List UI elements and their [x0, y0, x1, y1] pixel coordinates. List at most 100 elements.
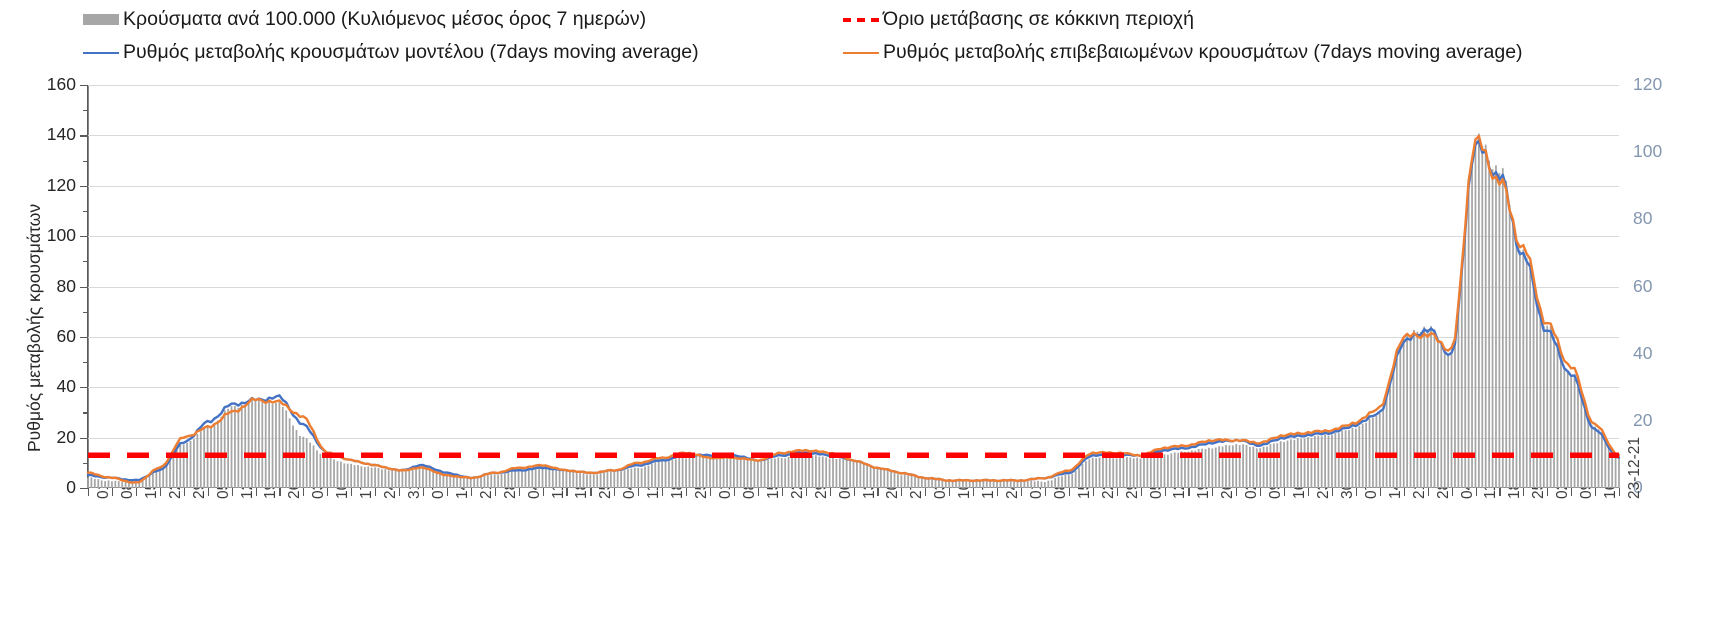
bar — [893, 472, 896, 488]
bar — [579, 473, 581, 488]
legend-item-confirmed[interactable]: Ρυθμός μεταβολής επιβεβαιωμένων κρουσμάτ… — [843, 42, 1523, 63]
bar — [1382, 410, 1385, 488]
x-axis-tick — [159, 488, 161, 496]
bar — [336, 461, 339, 488]
bar — [992, 481, 995, 488]
x-axis-tick — [805, 488, 807, 496]
bar — [712, 455, 715, 488]
bar — [1457, 307, 1460, 488]
bar — [838, 458, 841, 488]
bar — [903, 474, 906, 488]
bar — [1392, 369, 1395, 488]
bar — [329, 457, 332, 488]
bar — [1194, 450, 1197, 488]
bar — [145, 477, 147, 488]
bar — [1597, 429, 1600, 488]
bar — [1354, 428, 1357, 488]
bar — [917, 477, 920, 488]
bar — [1009, 480, 1012, 488]
bar — [856, 462, 858, 488]
bar — [606, 471, 609, 488]
bar — [572, 471, 575, 488]
bar — [340, 461, 342, 488]
y-axis-left-tick — [80, 85, 88, 87]
bar — [312, 445, 315, 488]
legend-item-threshold[interactable]: Όριο μετάβασης σε κόκκινη περιοχή — [843, 9, 1194, 30]
bar — [193, 438, 195, 488]
x-axis-tick — [279, 488, 281, 496]
legend-label-model: Ρυθμός μεταβολής κρουσμάτων μοντέλου (7d… — [123, 41, 699, 63]
bar — [630, 468, 633, 488]
x-axis-tick — [1475, 488, 1477, 496]
bar — [821, 456, 824, 488]
bar — [1618, 457, 1620, 488]
bar — [1245, 444, 1248, 488]
bar — [1197, 448, 1200, 488]
bar — [1365, 422, 1367, 488]
x-axis-tick — [399, 488, 401, 496]
bar — [825, 457, 828, 488]
bar — [1607, 446, 1610, 488]
bar — [493, 474, 496, 488]
bar — [982, 480, 985, 488]
bar — [545, 467, 547, 488]
bar — [709, 454, 711, 488]
bar — [1149, 456, 1152, 488]
bar — [644, 466, 646, 488]
x-axis-tick — [422, 488, 425, 496]
bar — [1218, 446, 1221, 488]
bar — [281, 406, 284, 488]
y-axis-left-tick — [80, 185, 88, 187]
x-axis-tick — [1021, 488, 1023, 496]
bar — [859, 462, 862, 488]
y-axis-left-tick — [80, 437, 88, 439]
x-axis-tick — [111, 488, 114, 496]
bar — [480, 477, 482, 488]
bar — [698, 455, 701, 488]
bar — [408, 470, 411, 488]
bar — [93, 479, 96, 488]
bar — [1026, 481, 1029, 488]
bar — [363, 466, 366, 488]
x-axis-tick — [351, 488, 353, 496]
bar — [343, 463, 346, 488]
bar — [1515, 241, 1518, 488]
bar — [298, 435, 301, 488]
bar — [668, 461, 670, 488]
y-axis-left-tick — [80, 286, 88, 288]
bar — [404, 470, 407, 488]
bar — [886, 469, 889, 488]
bar — [1481, 146, 1484, 488]
bar — [1054, 478, 1057, 488]
bar — [1313, 436, 1316, 488]
bar — [1474, 137, 1477, 488]
legend-item-bars[interactable]: Κρούσματα ανά 100.000 (Κυλιόμενος μέσος … — [83, 9, 646, 30]
bar — [808, 455, 810, 488]
x-axis-tick — [1427, 488, 1429, 496]
bar — [271, 404, 274, 488]
x-axis-tick — [1619, 488, 1621, 496]
x-axis-tick — [303, 488, 305, 496]
bar — [1460, 267, 1463, 488]
bar — [958, 480, 961, 488]
bar — [1563, 366, 1566, 488]
x-axis-tick — [1308, 488, 1310, 496]
bar — [767, 459, 769, 488]
bar — [760, 460, 763, 488]
x-axis-tick — [1331, 488, 1334, 496]
bar — [1344, 430, 1347, 488]
bar — [350, 463, 353, 488]
bar — [702, 455, 705, 488]
bar — [562, 470, 564, 488]
bar — [1170, 453, 1173, 488]
bar — [504, 473, 506, 488]
bar — [1488, 160, 1491, 488]
bar — [162, 469, 165, 488]
bar — [961, 481, 964, 488]
bar — [1447, 354, 1450, 488]
bar — [1259, 448, 1262, 488]
legend-item-model[interactable]: Ρυθμός μεταβολής κρουσμάτων μοντέλου (7d… — [83, 41, 699, 63]
x-axis-tick — [1595, 488, 1597, 496]
bar — [1201, 448, 1203, 488]
